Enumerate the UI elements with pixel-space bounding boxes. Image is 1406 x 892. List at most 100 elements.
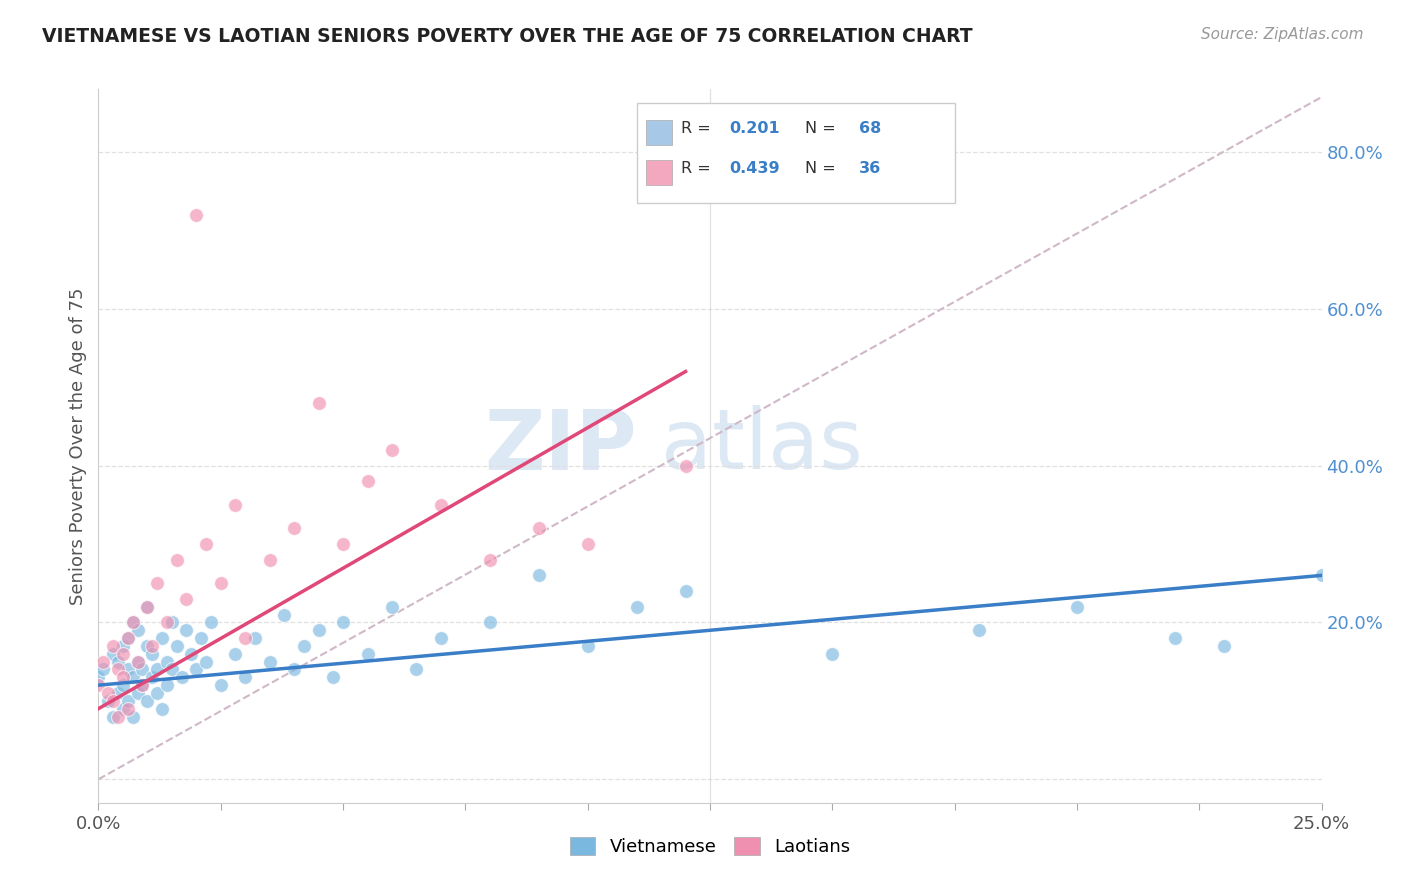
Point bbox=[117, 694, 139, 708]
Point bbox=[127, 655, 149, 669]
Point bbox=[146, 663, 169, 677]
Point bbox=[430, 631, 453, 645]
Point bbox=[131, 663, 153, 677]
Point bbox=[107, 686, 129, 700]
Point bbox=[91, 663, 114, 677]
Point bbox=[141, 639, 163, 653]
Point bbox=[136, 639, 159, 653]
Point bbox=[821, 647, 844, 661]
Legend: Vietnamese, Laotians: Vietnamese, Laotians bbox=[561, 828, 859, 865]
Point bbox=[131, 678, 153, 692]
Text: Source: ZipAtlas.com: Source: ZipAtlas.com bbox=[1201, 27, 1364, 42]
Point bbox=[332, 615, 354, 630]
Point bbox=[107, 709, 129, 723]
Point bbox=[121, 709, 143, 723]
Point bbox=[259, 552, 281, 566]
Text: atlas: atlas bbox=[661, 406, 863, 486]
Point bbox=[160, 663, 183, 677]
Point bbox=[176, 591, 198, 606]
Point bbox=[160, 615, 183, 630]
Point bbox=[259, 655, 281, 669]
Point bbox=[101, 694, 124, 708]
Point bbox=[111, 702, 134, 716]
Point bbox=[224, 498, 246, 512]
Point bbox=[127, 686, 149, 700]
Point bbox=[273, 607, 295, 622]
Point bbox=[136, 694, 159, 708]
Point bbox=[243, 631, 266, 645]
Point bbox=[967, 624, 990, 638]
Text: ZIP: ZIP bbox=[484, 406, 637, 486]
Point bbox=[156, 655, 179, 669]
Point bbox=[166, 639, 188, 653]
Point bbox=[117, 631, 139, 645]
Point bbox=[322, 670, 344, 684]
Point bbox=[141, 670, 163, 684]
Point bbox=[150, 631, 173, 645]
Point bbox=[430, 498, 453, 512]
Point bbox=[127, 624, 149, 638]
Point bbox=[121, 615, 143, 630]
Point bbox=[1212, 639, 1234, 653]
Point bbox=[195, 655, 218, 669]
Point bbox=[527, 568, 550, 582]
Point bbox=[292, 639, 315, 653]
Point bbox=[117, 663, 139, 677]
Point bbox=[146, 576, 169, 591]
Point bbox=[156, 678, 179, 692]
Point bbox=[111, 647, 134, 661]
Point bbox=[97, 694, 120, 708]
Point bbox=[1164, 631, 1187, 645]
Point bbox=[91, 655, 114, 669]
Point bbox=[146, 686, 169, 700]
Point bbox=[107, 663, 129, 677]
Point bbox=[190, 631, 212, 645]
Point bbox=[233, 670, 256, 684]
Point bbox=[141, 647, 163, 661]
Point bbox=[675, 584, 697, 599]
Point bbox=[209, 576, 232, 591]
Point bbox=[576, 537, 599, 551]
Point bbox=[283, 663, 305, 677]
Point bbox=[111, 639, 134, 653]
Point bbox=[527, 521, 550, 535]
Point bbox=[1310, 568, 1333, 582]
Point bbox=[405, 663, 427, 677]
Point bbox=[233, 631, 256, 645]
Point bbox=[87, 670, 110, 684]
Point bbox=[166, 552, 188, 566]
Point bbox=[381, 599, 404, 614]
Point bbox=[101, 647, 124, 661]
Point bbox=[87, 678, 110, 692]
Point bbox=[111, 678, 134, 692]
Point bbox=[478, 615, 501, 630]
Point bbox=[332, 537, 354, 551]
Point bbox=[150, 702, 173, 716]
Point bbox=[170, 670, 193, 684]
Point bbox=[180, 647, 202, 661]
Point bbox=[195, 537, 218, 551]
Point bbox=[121, 615, 143, 630]
Point bbox=[136, 599, 159, 614]
Point bbox=[283, 521, 305, 535]
Point bbox=[156, 615, 179, 630]
Point bbox=[200, 615, 222, 630]
Point bbox=[478, 552, 501, 566]
Y-axis label: Seniors Poverty Over the Age of 75: Seniors Poverty Over the Age of 75 bbox=[69, 287, 87, 605]
Point bbox=[176, 624, 198, 638]
Point bbox=[101, 639, 124, 653]
Point bbox=[356, 475, 378, 489]
Point bbox=[381, 442, 404, 457]
Point bbox=[186, 663, 208, 677]
Point bbox=[186, 208, 208, 222]
Point bbox=[576, 639, 599, 653]
Point bbox=[1066, 599, 1088, 614]
Point bbox=[626, 599, 648, 614]
Point bbox=[136, 599, 159, 614]
Point bbox=[356, 647, 378, 661]
Point bbox=[117, 631, 139, 645]
Point bbox=[209, 678, 232, 692]
Point bbox=[101, 709, 124, 723]
Point bbox=[224, 647, 246, 661]
Point bbox=[107, 655, 129, 669]
